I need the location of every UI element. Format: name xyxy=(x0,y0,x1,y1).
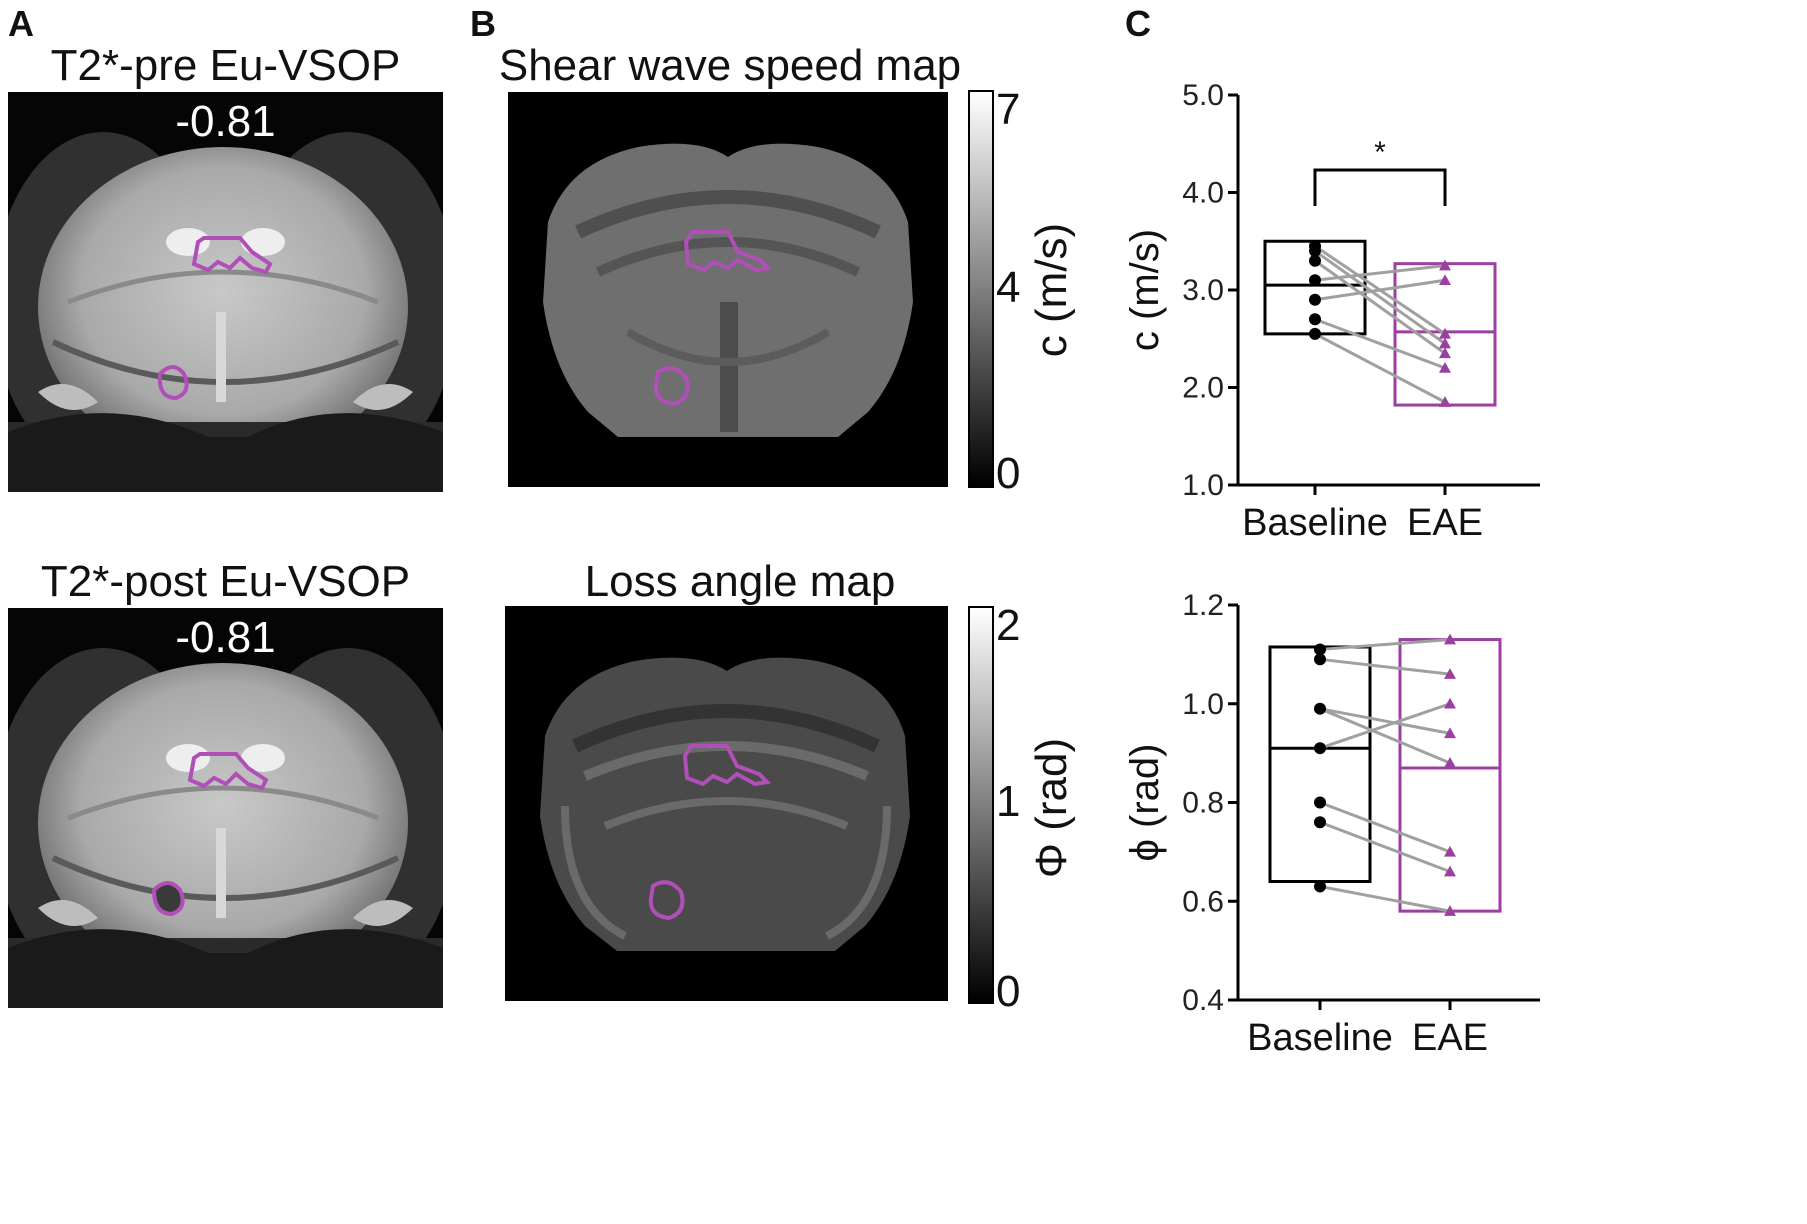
baseline-point xyxy=(1309,327,1321,340)
baseline-point xyxy=(1314,742,1326,755)
y-tick-label: 4.0 xyxy=(1182,177,1224,210)
x-tick-label: Baseline xyxy=(1242,502,1388,544)
colorbar-c-min: 0 xyxy=(996,449,1021,498)
eae-point xyxy=(1444,905,1456,916)
y-tick-label: 0.8 xyxy=(1182,787,1224,820)
panel-letter-a: A xyxy=(8,3,34,44)
colorbar-phi xyxy=(968,606,994,1004)
y-axis-label: c (m/s) xyxy=(1123,229,1167,351)
eae-point xyxy=(1444,668,1456,679)
pair-line xyxy=(1319,638,1451,651)
colorbar-c-label: c (m/s) xyxy=(1027,222,1076,358)
colorbar-phi-max: 2 xyxy=(996,601,1021,650)
eae-point xyxy=(1444,697,1456,709)
y-tick-label: 0.6 xyxy=(1182,885,1224,918)
y-tick-label: 5.0 xyxy=(1182,79,1224,112)
panel-a-bottom-value: -0.81 xyxy=(175,613,276,662)
pair-line xyxy=(1314,249,1446,345)
panel-b-bottom-title: Loss angle map xyxy=(584,557,896,606)
eae-point xyxy=(1444,845,1456,857)
eae-point xyxy=(1439,362,1451,373)
eae-point xyxy=(1439,337,1451,349)
eae-point xyxy=(1439,347,1451,359)
panel-letter-c: C xyxy=(1125,3,1151,44)
pair-line xyxy=(1319,820,1451,874)
baseline-point xyxy=(1314,796,1326,809)
colorbar-phi-mid: 1 xyxy=(996,777,1021,826)
significance-star: * xyxy=(1374,136,1386,169)
pair-line xyxy=(1314,259,1446,355)
y-tick-label: 0.4 xyxy=(1182,984,1224,1017)
baseline-point xyxy=(1309,274,1321,287)
pair-line xyxy=(1319,702,1451,750)
chart-c-speed: 1.0 2.0 3.0 4.0 5.0 Baseline EAE c (m/s) * xyxy=(1123,79,1540,544)
colorbar-c xyxy=(968,90,994,488)
panel-b-top-title: Shear wave speed map xyxy=(498,41,962,90)
baseline-point xyxy=(1309,254,1321,267)
pair-line xyxy=(1319,801,1451,854)
significance-bracket xyxy=(1313,168,1447,206)
mri-pre-image xyxy=(8,92,443,492)
y-axis-label: ϕ (rad) xyxy=(1123,744,1167,862)
pair-line xyxy=(1314,264,1446,282)
eae-point xyxy=(1439,259,1451,271)
x-tick-label: EAE xyxy=(1407,502,1483,544)
x-tick-label: EAE xyxy=(1412,1017,1488,1059)
colorbar-phi-min: 0 xyxy=(996,967,1021,1016)
pair-line xyxy=(1319,707,1451,765)
baseline-point xyxy=(1314,643,1326,656)
baseline-point xyxy=(1314,702,1326,715)
panel-a-top-title: T2*-pre Eu-VSOP xyxy=(50,41,401,90)
baseline-point xyxy=(1314,880,1326,893)
y-tick-label: 3.0 xyxy=(1182,274,1224,307)
pair-line xyxy=(1319,707,1451,735)
pair-line xyxy=(1314,332,1446,404)
baseline-point xyxy=(1314,653,1326,666)
pair-line xyxy=(1314,317,1446,370)
eae-point xyxy=(1444,757,1456,768)
pair-line xyxy=(1319,884,1451,913)
y-tick-label: 1.2 xyxy=(1182,589,1224,622)
pair-line xyxy=(1314,278,1446,302)
baseline-point xyxy=(1314,816,1326,829)
eae-point xyxy=(1439,274,1451,286)
panel-a-top-value: -0.81 xyxy=(175,97,276,146)
pair-line xyxy=(1319,657,1451,676)
colorbar-c-max: 7 xyxy=(996,85,1021,134)
x-tick-label: Baseline xyxy=(1247,1017,1393,1059)
eae-point xyxy=(1444,727,1456,739)
y-tick-label: 2.0 xyxy=(1182,372,1224,405)
panel-letter-b: B xyxy=(470,3,496,44)
shear-wave-speed-map xyxy=(508,92,948,487)
eae-point xyxy=(1439,396,1451,407)
mri-post-image xyxy=(8,608,443,1008)
chart-phi-loss-angle: 0.4 0.6 0.8 1.0 1.2 Baseline EAE ϕ (rad) xyxy=(1123,589,1540,1059)
baseline-point xyxy=(1309,245,1321,257)
panel-a-bottom-title: T2*-post Eu-VSOP xyxy=(40,557,411,606)
y-tick-label: 1.0 xyxy=(1182,688,1224,721)
eae-point xyxy=(1439,327,1451,339)
baseline-point xyxy=(1309,293,1321,306)
y-tick-label: 1.0 xyxy=(1182,469,1224,502)
baseline-box xyxy=(1268,645,1372,883)
colorbar-phi-label: Φ (rad) xyxy=(1027,737,1076,879)
eae-point xyxy=(1444,865,1456,877)
eae-point xyxy=(1444,633,1456,645)
loss-angle-map xyxy=(505,606,948,1001)
colorbar-c-mid: 4 xyxy=(996,263,1021,312)
baseline-point xyxy=(1309,313,1321,326)
